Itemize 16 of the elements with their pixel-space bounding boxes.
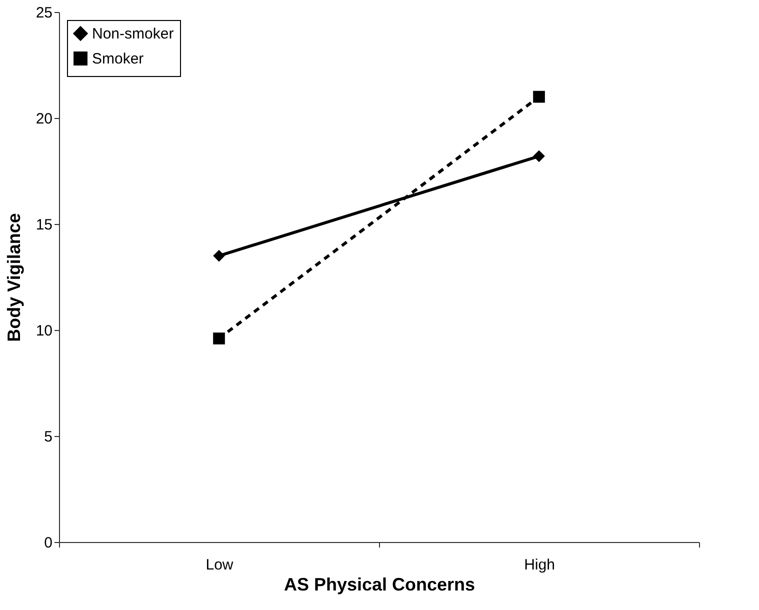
x-tick-label: Low [206,556,234,574]
y-tick-label: 20 [36,110,52,128]
point [213,332,225,344]
y-tick-label: 5 [44,428,52,446]
point [533,150,545,162]
point [533,90,545,103]
y-tick-label: 25 [36,4,52,22]
legend-label: Smoker [92,50,144,68]
y-tick-label: 15 [36,216,52,234]
y-tick-label: 0 [44,534,52,552]
x-axis-title: AS Physical Concerns [284,574,476,594]
point [213,250,225,262]
x-tick-label: High [524,556,555,574]
y-tick-label: 10 [36,322,52,340]
legend-label: Non-smoker [92,26,174,42]
y-axis-title: Body Vigilance [4,213,24,342]
